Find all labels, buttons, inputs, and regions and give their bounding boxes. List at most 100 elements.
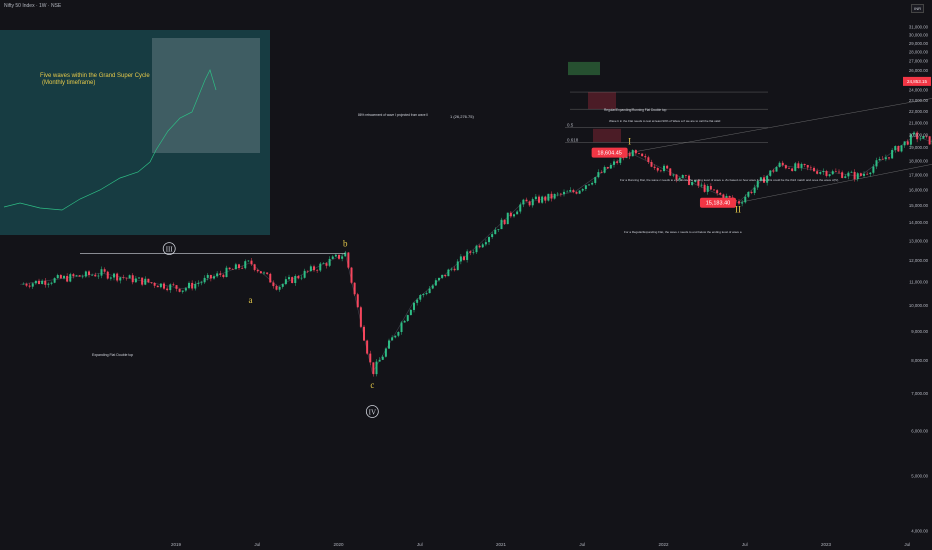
candle-body	[669, 168, 672, 176]
candle-body	[66, 275, 69, 282]
candle-body	[588, 184, 591, 186]
candle-body	[134, 278, 137, 283]
candle-body	[425, 293, 428, 295]
candle-body	[678, 177, 681, 180]
candle-body	[675, 174, 678, 180]
candle-body	[103, 269, 106, 272]
candle-body	[375, 361, 378, 375]
candle-body	[59, 275, 62, 279]
candle-body	[891, 150, 894, 159]
wave-label-6: b	[343, 239, 348, 249]
candle-body	[906, 141, 909, 145]
candle-body	[881, 158, 884, 160]
candle-body	[838, 171, 841, 173]
candle-body	[472, 252, 475, 253]
candle-body	[28, 285, 31, 287]
channel-upper-line	[629, 98, 932, 153]
wave-labels: 18,604.4515,183.4026,277.3521,743.652502…	[162, 123, 768, 418]
candle-body	[875, 160, 878, 167]
circled-label-ring-0	[162, 242, 176, 255]
candle-body	[463, 256, 466, 260]
candle-body	[450, 268, 453, 270]
candle-body	[778, 162, 781, 167]
candle-body	[666, 165, 669, 169]
circled-label-1: IV	[369, 409, 376, 417]
candle-body	[44, 280, 47, 285]
candle-body	[766, 175, 769, 183]
price-label-box	[699, 197, 736, 208]
y-tick-2: 29,000.00	[909, 41, 929, 46]
y-tick-21: 10,000.00	[909, 303, 929, 308]
currency-button[interactable]: INR	[911, 4, 924, 13]
candle-body	[813, 167, 816, 172]
candle-body	[700, 184, 703, 186]
candle-body	[919, 138, 922, 140]
fib-label-0: 0.5	[567, 123, 574, 128]
candle-body	[569, 190, 572, 192]
candle-body	[744, 196, 747, 203]
candle-body	[388, 340, 391, 349]
candle-body	[897, 146, 900, 152]
candle-body	[581, 189, 584, 191]
inset-price-line	[3, 69, 217, 211]
x-tick-0: 2019	[171, 542, 182, 547]
candle-body	[603, 167, 606, 173]
candle-body	[456, 261, 459, 271]
candle-body	[819, 172, 822, 174]
price-label-box	[591, 147, 628, 158]
candle-body	[928, 136, 931, 145]
candle-body	[359, 307, 362, 327]
candle-body	[222, 274, 225, 278]
x-tick-8: 2023	[821, 542, 832, 547]
candle-body	[294, 275, 297, 284]
x-tick-9: Jul	[904, 542, 910, 547]
candle-body	[288, 277, 291, 280]
candle-body	[144, 278, 147, 285]
candle-body	[203, 277, 206, 283]
candle-body	[706, 186, 709, 192]
candle-body	[869, 172, 872, 175]
y-tick-0: 31,000.00	[909, 25, 929, 30]
candle-body	[641, 153, 644, 157]
candle-body	[181, 290, 184, 292]
y-tick-24: 7,000.00	[911, 391, 928, 396]
y-tick-26: 5,000.00	[911, 474, 928, 479]
candle-body	[444, 274, 447, 277]
candle-body	[347, 252, 350, 268]
note-fib-86: 86% retracement of wave I projected from…	[358, 113, 428, 117]
note-running-flat: For a Running Flat, the wave c needs to …	[620, 178, 839, 182]
y-tick-9: 22,000.00	[909, 109, 929, 114]
candle-body	[525, 199, 528, 202]
y-tick-12: 19,000.00	[909, 145, 929, 150]
candle-body	[859, 173, 862, 176]
candle-body	[694, 180, 697, 183]
candle-body	[63, 275, 66, 279]
candle-body	[691, 182, 694, 185]
candle-body	[788, 168, 791, 169]
candle-body	[84, 271, 87, 277]
candle-body	[503, 219, 506, 225]
candle-body	[341, 256, 344, 259]
x-tick-1: Jul	[254, 542, 260, 547]
candle-body	[659, 170, 662, 172]
candle-body	[50, 282, 53, 284]
candle-body	[738, 201, 741, 204]
candle-body	[547, 193, 550, 201]
y-tick-1: 30,000.00	[909, 33, 929, 38]
candle-body	[72, 274, 75, 277]
y-tick-23: 8,000.00	[911, 358, 928, 363]
zone-running-flat	[588, 92, 616, 110]
candle-body	[831, 171, 834, 175]
y-tick-4: 27,000.00	[909, 59, 929, 64]
candle-body	[419, 295, 422, 300]
candle-body	[759, 177, 762, 181]
candle-body	[903, 141, 906, 146]
note-wave-b: Wave b in the Flat needs to test at leas…	[609, 119, 721, 123]
candle-body	[163, 283, 166, 289]
candle-body	[475, 245, 478, 253]
candle-body	[441, 274, 444, 278]
candle-body	[619, 157, 622, 163]
candle-body	[384, 348, 387, 357]
candle-body	[791, 168, 794, 171]
